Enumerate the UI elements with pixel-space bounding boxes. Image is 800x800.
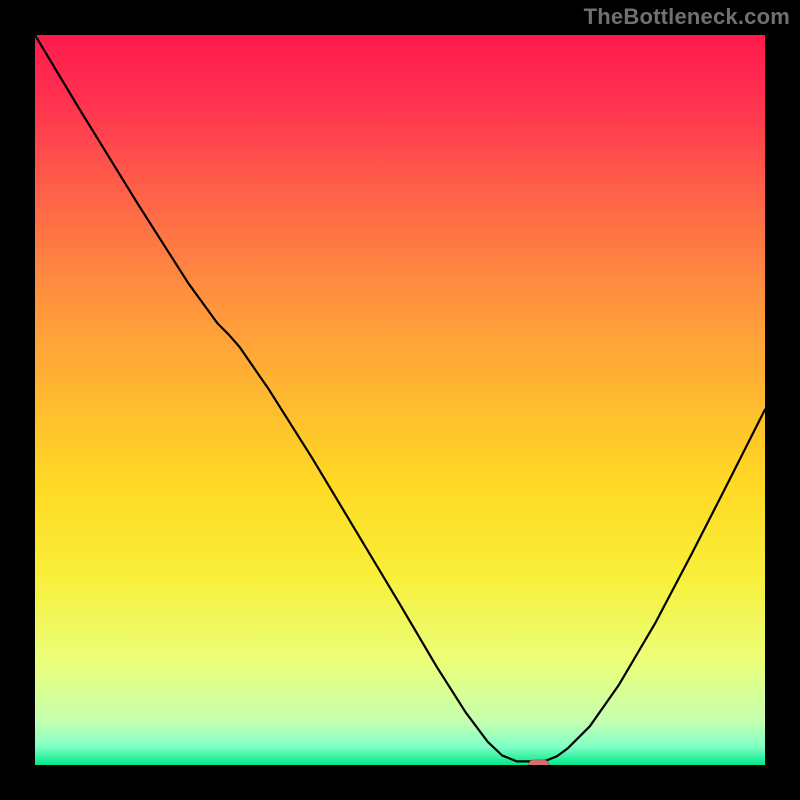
- watermark-text: TheBottleneck.com: [584, 4, 790, 30]
- bottleneck-curve: [35, 35, 765, 761]
- optimal-marker: [528, 760, 548, 765]
- plot-area: [35, 35, 765, 765]
- chart-frame: TheBottleneck.com: [0, 0, 800, 800]
- bottleneck-curve-layer: [35, 35, 765, 765]
